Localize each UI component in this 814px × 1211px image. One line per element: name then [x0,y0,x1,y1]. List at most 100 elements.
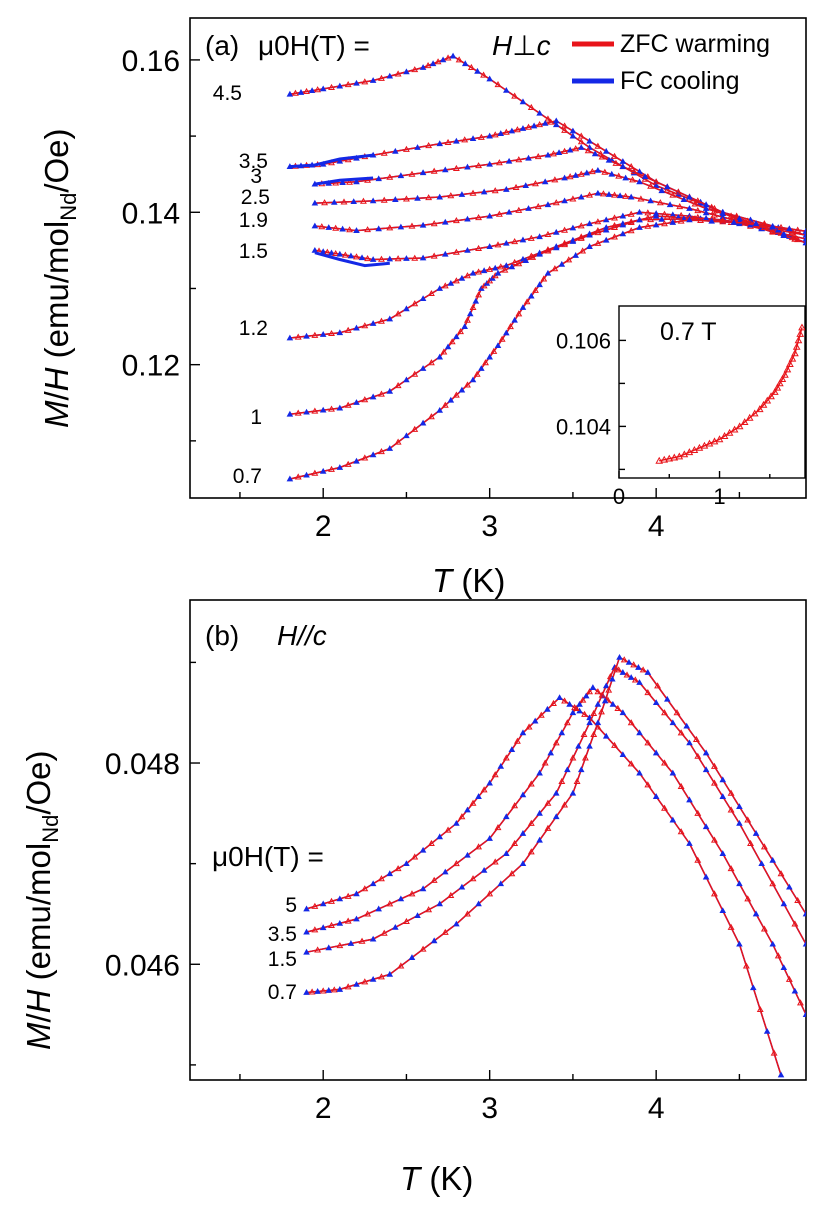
zfc-marker [303,87,310,95]
zfc-marker [791,232,799,239]
fc-cooling-line [306,656,806,994]
zfc-marker [630,661,638,668]
fc-marker [419,365,427,371]
fc-marker [353,980,360,987]
zfc-marker [491,771,499,778]
zfc-marker [760,925,768,932]
fc-marker [403,860,410,867]
zfc-marker [464,272,471,279]
fc-marker [680,196,688,202]
inset-zfc-marker [740,418,749,425]
zfc-marker [647,216,655,223]
fc-marker [686,205,693,211]
fc-marker [464,246,471,253]
fc-marker [736,880,743,887]
fc-marker [564,766,571,773]
fc-marker [802,910,806,917]
x-tick-label: 4 [648,510,665,543]
fc-marker [319,467,327,474]
zfc-marker [452,164,460,171]
fc-marker [594,719,602,726]
fc-marker [683,722,690,729]
zfc-marker [561,801,569,808]
zfc-marker [644,688,652,696]
fc-marker [375,225,382,232]
panel-a-label: (a) [205,30,239,61]
panel-b: 2 3 4 0.046 0.048 5 3.51.5 0.7 (b) H//c μ0H(T)… [20,599,807,1197]
fc-marker [503,262,510,269]
fc-marker [441,166,449,173]
series-0_7T [286,216,806,482]
zfc-marker [344,326,352,333]
zfc-marker [394,382,402,389]
fc-marker [461,323,468,329]
fc-marker [503,186,510,192]
fc-marker [461,60,469,67]
zfc-marker [358,937,366,944]
fc-marker [303,928,310,935]
fc-marker [478,365,485,371]
zfc-marker [430,167,438,174]
fc-marker [286,334,294,341]
fc-marker [319,331,327,337]
fc-marker [616,653,623,660]
fc-marker [586,231,593,238]
fc-marker [303,948,310,955]
zfc-marker [308,988,316,995]
fc-marker [602,226,610,233]
fc-marker [636,208,643,215]
field-label-1.5: 1.5 [239,240,268,263]
fc-marker [369,975,377,982]
fc-marker [350,198,357,205]
zfc-marker [441,282,449,289]
series-0_7T [303,653,806,995]
fc-marker [658,187,665,194]
zfc-marker [475,291,483,298]
zfc-marker [353,253,360,260]
zfc-marker [727,806,735,813]
x-tick-label: 4 [648,1092,665,1125]
inset-zfc-marker [791,349,799,357]
panel-a-ticks: 2 3 4 0.12 0.14 0.16 [122,45,741,543]
zfc-marker [536,121,544,128]
fc-marker [303,905,310,912]
fc-marker [336,986,344,992]
zfc-marker [611,233,618,240]
zfc-marker [397,962,405,969]
fc-marker [441,250,449,257]
fc-marker [702,766,710,773]
fc-marker [558,260,566,267]
zfc-marker [547,118,555,125]
zfc-marker [332,224,340,231]
fc-marker [347,252,355,259]
fc-marker [339,225,346,232]
fc-marker [602,682,610,689]
zfc-marker [494,823,502,831]
zfc-marker [727,865,735,872]
fc-marker [303,989,310,995]
fc-marker [619,751,627,758]
zfc-marker [361,396,369,403]
fc-marker [652,212,660,219]
x-tick-label: 3 [481,510,498,543]
fc-marker [494,269,502,276]
fc-marker [749,984,757,991]
fc-marker [336,82,344,89]
zfc-marker [577,170,585,177]
zfc-marker [598,708,605,715]
zfc-marker [332,249,340,257]
zfc-warming-line [306,656,806,994]
inset-zfc-marker [735,422,744,430]
zfc-marker [314,946,322,953]
zfc-marker [425,194,433,201]
fc-marker [536,281,543,288]
zfc-marker [495,210,503,217]
panel-a: 2 3 40.120.140.16 4.53.532.51.91.51.210.7 … [38,17,807,599]
zfc-marker [480,71,488,78]
field-label-3: 3 [250,165,262,188]
fc-marker [752,910,760,917]
panel-b-frame [189,599,807,1081]
fc-marker [453,333,460,340]
fc-marker [577,193,585,200]
fc-marker [469,376,477,383]
